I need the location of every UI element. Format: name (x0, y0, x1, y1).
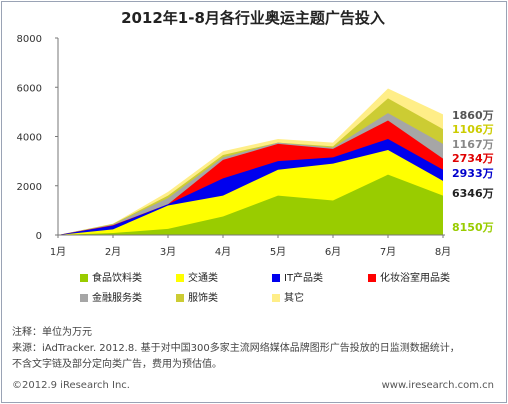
chart-title: 2012年1-8月各行业奥运主题广告投入 (121, 9, 385, 27)
x-tick-label: 2月 (105, 246, 121, 258)
end-label-series-1: 6346万 (452, 187, 494, 200)
note-unit: 注释：单位为万元 (12, 327, 92, 338)
legend-swatch (176, 274, 184, 282)
copyright-text: ©2012.9 iResearch Inc. (12, 380, 130, 391)
end-label-series-5: 1106万 (452, 123, 494, 136)
end-label-series-3: 2734万 (452, 152, 494, 165)
end-label-series-6: 1860万 (452, 109, 494, 122)
x-tick-label: 5月 (270, 246, 286, 258)
legend-swatch (272, 274, 280, 282)
x-tick-label: 3月 (160, 246, 176, 258)
legend-swatch (272, 294, 280, 302)
legend-item-1: 交通类 (176, 272, 218, 286)
legend-item-6: 其它 (272, 292, 304, 306)
legend-item-4: 金融服务类 (80, 292, 142, 306)
area-series-0 (58, 174, 443, 235)
y-tick-label: 6000 (17, 83, 42, 94)
end-label-series-2: 2933万 (452, 167, 494, 180)
legend-label: 食品饮料类 (92, 273, 142, 284)
legend-label: IT产品类 (284, 273, 324, 284)
legend-label: 服饰类 (188, 293, 218, 304)
website-link[interactable]: www.iresearch.com.cn (381, 380, 494, 391)
legend-label: 其它 (284, 293, 304, 304)
y-tick-label: 0 (36, 231, 42, 242)
legend-swatch (176, 294, 184, 302)
x-tick-label: 8月 (435, 246, 451, 258)
note-source: 来源：iAdTracker. 2012.8. 基于对中国300多家主流网络媒体品… (12, 343, 460, 354)
legend-item-3: 化妆浴室用品类 (368, 272, 450, 286)
legend-label: 化妆浴室用品类 (380, 273, 450, 284)
y-tick-label: 4000 (17, 133, 42, 144)
note-scope: 不含文字链及部分定向类广告，费用为预估值。 (12, 359, 222, 370)
end-label-series-4: 1167万 (452, 138, 494, 151)
x-tick-label: 4月 (215, 246, 231, 258)
legend-swatch (80, 274, 88, 282)
x-tick-label: 7月 (380, 246, 396, 258)
x-tick-label: 6月 (325, 246, 341, 258)
legend-item-5: 服饰类 (176, 292, 218, 306)
legend-item-0: 食品饮料类 (80, 272, 142, 286)
legend-swatch (368, 274, 376, 282)
legend-item-2: IT产品类 (272, 272, 323, 286)
legend-label: 交通类 (188, 273, 218, 284)
y-tick-label: 8000 (17, 34, 42, 45)
y-tick-label: 2000 (17, 182, 42, 193)
legend-label: 金融服务类 (92, 293, 142, 304)
end-label-series-0: 8150万 (452, 221, 494, 234)
legend-swatch (80, 294, 88, 302)
x-tick-label: 1月 (50, 246, 66, 258)
